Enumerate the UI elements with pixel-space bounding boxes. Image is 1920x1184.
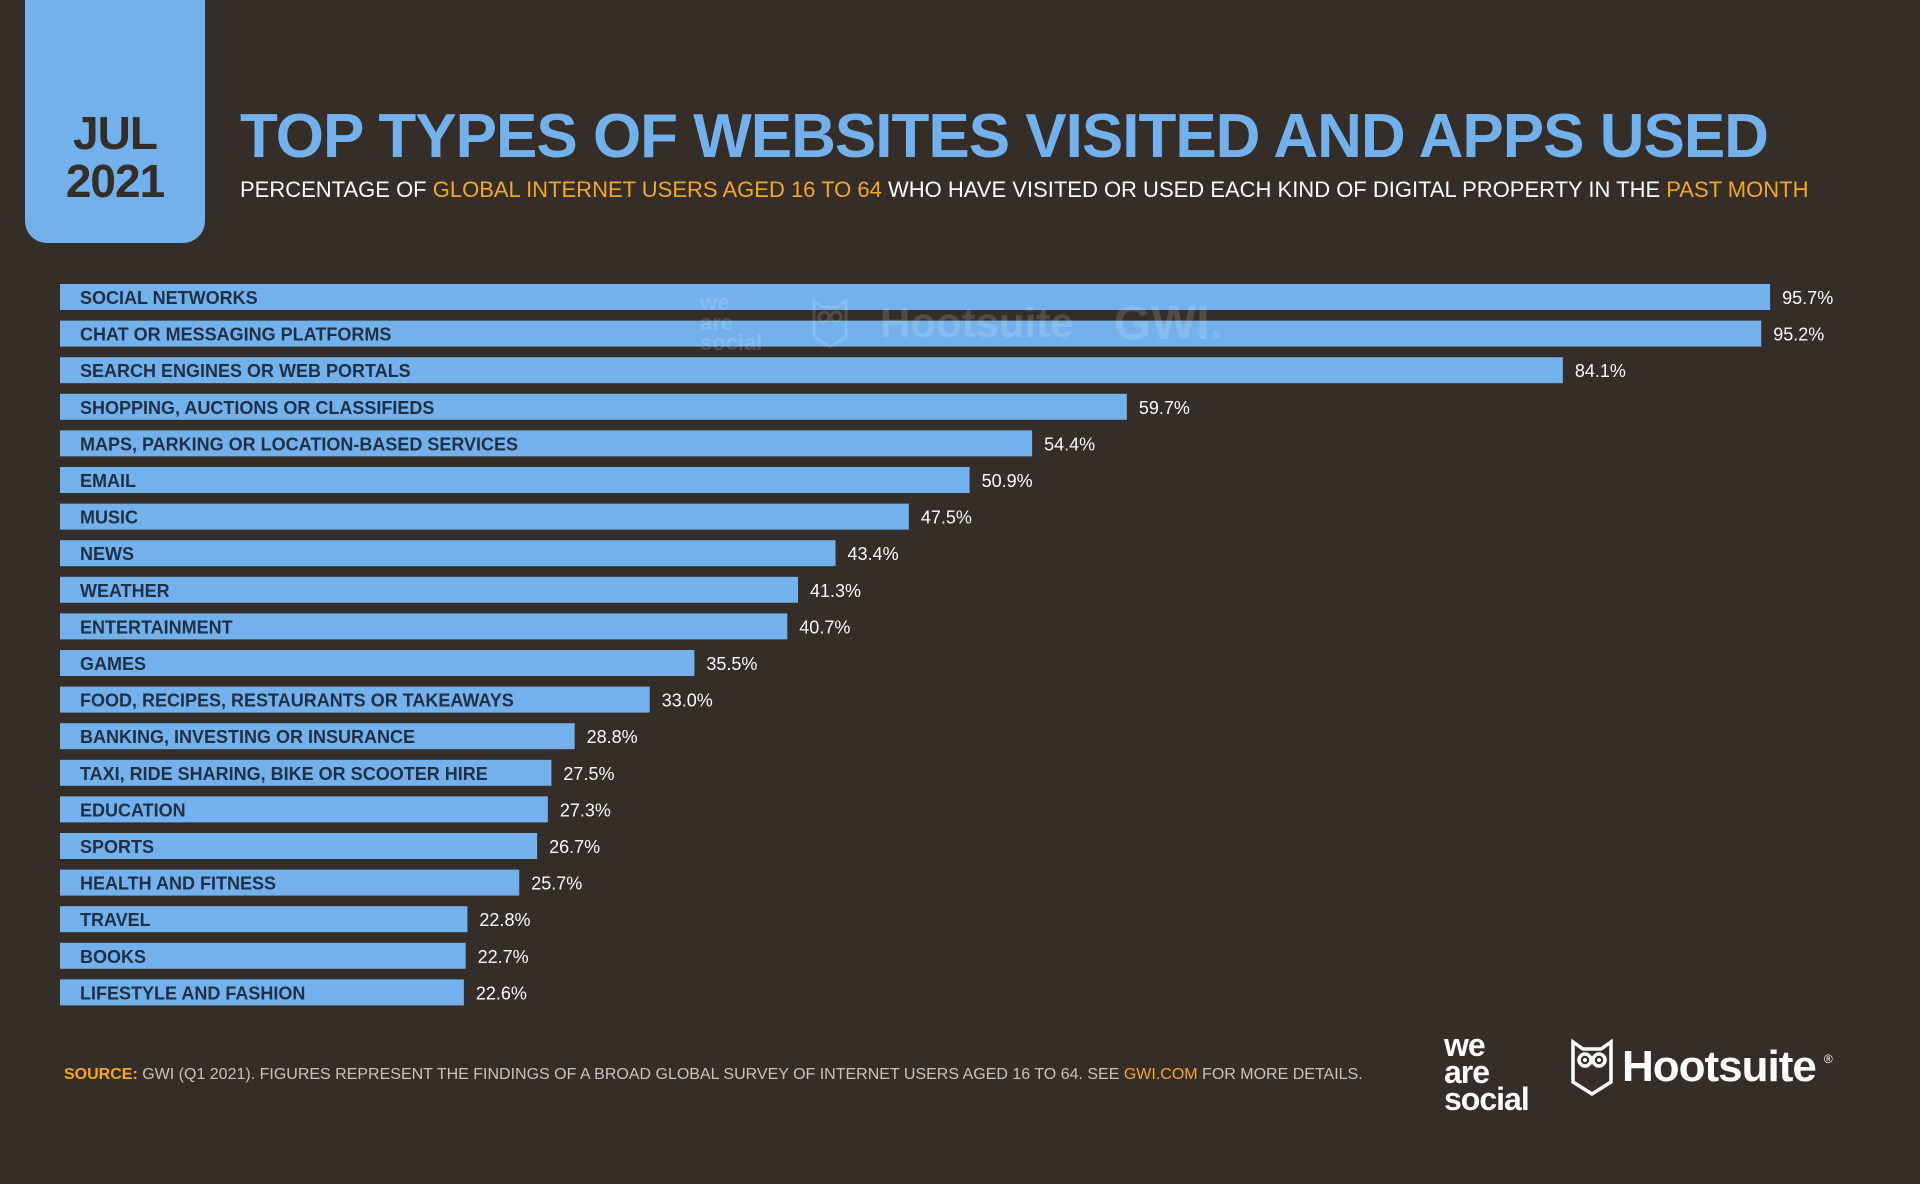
- bar: [60, 430, 1033, 457]
- source-note: SOURCE: GWI (Q1 2021). FIGURES REPRESENT…: [64, 1066, 1363, 1084]
- bar: [60, 467, 970, 493]
- category-label: HEALTH AND FITNESS: [80, 874, 276, 894]
- bar: [60, 503, 909, 530]
- watermark-word: are: [700, 310, 734, 335]
- value-label: 28.8%: [587, 727, 638, 747]
- value-label: 40.7%: [799, 617, 850, 637]
- source-tail: FOR MORE DETAILS.: [1197, 1066, 1363, 1083]
- bar: [60, 869, 520, 896]
- value-label: 27.3%: [560, 800, 611, 820]
- source-text: GWI (Q1 2021). FIGURES REPRESENT THE FIN…: [137, 1066, 1124, 1083]
- bar: [60, 723, 575, 750]
- source-label: SOURCE:: [64, 1066, 138, 1083]
- value-label: 50.9%: [982, 471, 1033, 491]
- category-label: MAPS, PARKING OR LOCATION-BASED SERVICES: [80, 434, 518, 454]
- date-tab: JUL 2021: [25, 0, 205, 243]
- date-year: 2021: [65, 155, 165, 207]
- category-label: BOOKS: [80, 947, 146, 967]
- bar-chart: SOCIAL NETWORKS 95.7% CHAT OR MESSAGING PL…: [60, 284, 1833, 1006]
- bar: [60, 576, 799, 603]
- category-label: LIFESTYLE AND FASHION: [80, 983, 305, 1003]
- category-label: SEARCH ENGINES OR WEB PORTALS: [80, 361, 411, 381]
- bar: [60, 686, 650, 713]
- value-label: 33.0%: [662, 691, 713, 711]
- category-label: CHAT OR MESSAGING PLATFORMS: [80, 325, 391, 345]
- category-label: TRAVEL: [80, 910, 151, 930]
- bar: [60, 393, 1127, 420]
- category-label: NEWS: [80, 544, 134, 564]
- bar: [60, 796, 548, 823]
- subtitle-highlight: PAST MONTH: [1666, 177, 1809, 202]
- bar: [60, 942, 466, 969]
- category-label: FOOD, RECIPES, RESTAURANTS OR TAKEAWAYS: [80, 691, 514, 711]
- category-label: EMAIL: [80, 471, 136, 491]
- category-label: ENTERTAINMENT: [80, 617, 233, 637]
- hootsuite-logo: Hootsuite ®: [1570, 1038, 1833, 1096]
- value-label: 25.7%: [531, 874, 582, 894]
- subtitle-highlight: GLOBAL INTERNET USERS AGED 16 TO 64: [432, 177, 882, 202]
- bar: [60, 320, 1762, 347]
- category-label: GAMES: [80, 654, 146, 674]
- bar: [60, 906, 468, 933]
- watermark-word: we: [700, 290, 730, 315]
- we-are-social-logo: we are social: [1444, 1027, 1530, 1117]
- logo-word: are: [1444, 1054, 1490, 1090]
- watermark-word: social: [700, 330, 763, 355]
- registered-mark: ®: [1823, 1052, 1833, 1066]
- value-label: 84.1%: [1575, 361, 1626, 381]
- watermark: we are social Hootsuite GWI.: [700, 290, 1223, 355]
- bar: [60, 613, 788, 640]
- value-label: 35.5%: [706, 654, 757, 674]
- bar: [60, 284, 1771, 310]
- bar: [60, 979, 464, 1006]
- bar: [60, 759, 552, 786]
- value-label: 22.6%: [476, 983, 527, 1003]
- value-label: 54.4%: [1044, 434, 1095, 454]
- source-link[interactable]: GWI.COM: [1123, 1066, 1198, 1083]
- category-label: BANKING, INVESTING OR INSURANCE: [80, 727, 415, 747]
- category-label: WEATHER: [80, 581, 170, 601]
- value-label: 47.5%: [921, 508, 972, 528]
- logo-word: we: [1444, 1027, 1486, 1063]
- owl-icon: [812, 298, 848, 349]
- value-label: 43.4%: [848, 544, 899, 564]
- category-label: SHOPPING, AUCTIONS OR CLASSIFIEDS: [80, 398, 434, 418]
- owl-icon: [1571, 1038, 1613, 1096]
- hootsuite-wordmark: Hootsuite: [1622, 1042, 1817, 1091]
- value-label: 26.7%: [549, 837, 600, 857]
- subtitle-part: PERCENTAGE OF: [240, 177, 433, 202]
- value-label: 22.8%: [479, 910, 530, 930]
- bar: [60, 357, 1563, 384]
- value-label: 41.3%: [810, 581, 861, 601]
- logo-word: social: [1444, 1081, 1530, 1117]
- value-label: 59.7%: [1139, 398, 1190, 418]
- watermark-gwi: GWI.: [1113, 296, 1223, 350]
- value-label: 95.7%: [1782, 288, 1833, 308]
- bar: [60, 833, 538, 859]
- category-label: SOCIAL NETWORKS: [80, 288, 258, 308]
- category-label: TAXI, RIDE SHARING, BIKE OR SCOOTER HIRE: [80, 764, 488, 784]
- category-label: SPORTS: [80, 837, 154, 857]
- date-month: JUL: [73, 107, 158, 159]
- watermark-we-are-social: we are social: [700, 290, 780, 355]
- bar: [60, 540, 836, 567]
- subtitle-part: WHO HAVE VISITED OR USED EACH KIND OF DI…: [881, 177, 1667, 202]
- bar: [60, 650, 695, 676]
- value-label: 95.2%: [1773, 325, 1824, 345]
- value-label: 27.5%: [563, 764, 614, 784]
- value-label: 22.7%: [478, 947, 529, 967]
- category-label: EDUCATION: [80, 800, 186, 820]
- chart-title: TOP TYPES OF WEBSITES VISITED AND APPS U…: [240, 102, 1769, 171]
- watermark-hootsuite: Hootsuite: [880, 299, 1074, 346]
- chart-subtitle: PERCENTAGE OF GLOBAL INTERNET USERS AGED…: [240, 176, 1808, 204]
- category-label: MUSIC: [80, 508, 138, 528]
